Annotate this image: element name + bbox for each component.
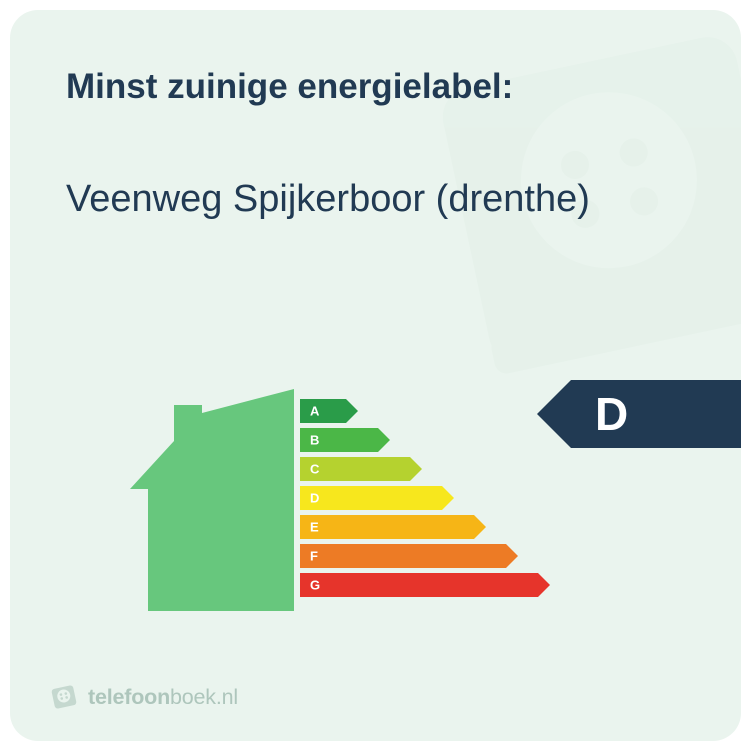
page-title: Minst zuinige energielabel: — [66, 66, 685, 108]
footer-logo-icon — [50, 683, 78, 711]
callout-bg — [537, 380, 741, 448]
bar-label: D — [310, 490, 319, 505]
bar-label: F — [310, 548, 318, 563]
card: Minst zuinige energielabel: Veenweg Spij… — [10, 10, 741, 741]
footer: telefoonboek.nl — [50, 683, 238, 711]
bar-label: C — [310, 461, 319, 476]
bar-label: A — [310, 403, 319, 418]
energy-bars: ABCDEFG — [300, 396, 550, 599]
energy-bar-f: F — [300, 541, 550, 570]
footer-brand-tld: .nl — [216, 685, 238, 709]
house-icon — [130, 389, 294, 611]
footer-brand-strong: telefoon — [88, 685, 170, 709]
footer-brand: telefoonboek.nl — [88, 685, 238, 710]
energy-bar-d: D — [300, 483, 550, 512]
energy-bar-e: E — [300, 512, 550, 541]
rating-callout: D — [537, 380, 741, 448]
bar-label: B — [310, 432, 319, 447]
energy-bar-a: A — [300, 396, 550, 425]
energy-bar-b: B — [300, 425, 550, 454]
bar-label: E — [310, 519, 319, 534]
energy-bar-c: C — [300, 454, 550, 483]
bar-label: G — [310, 577, 320, 592]
energy-bar-g: G — [300, 570, 550, 599]
callout-letter: D — [595, 387, 628, 441]
footer-brand-light: boek — [170, 685, 216, 709]
subtitle: Veenweg Spijkerboor (drenthe) — [66, 176, 685, 224]
